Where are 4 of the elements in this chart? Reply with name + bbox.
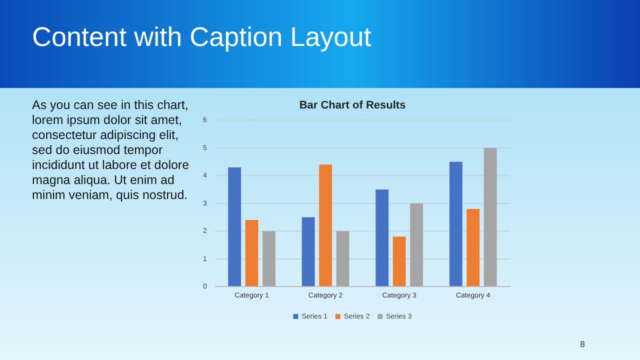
text: As you can see in this chart, lorem ipsum dolor sit amet, consectetur adipiscing elit, sed do eiusmod tempor incididunt ut labore et dolore magna aliqua. Ut enim ad minim veniam, quis nostrud. [32, 98, 190, 203]
text: Content with Caption Layout [32, 22, 372, 53]
chart-title: Bar Chart of Results [299, 100, 406, 112]
text: 8 [580, 340, 586, 349]
